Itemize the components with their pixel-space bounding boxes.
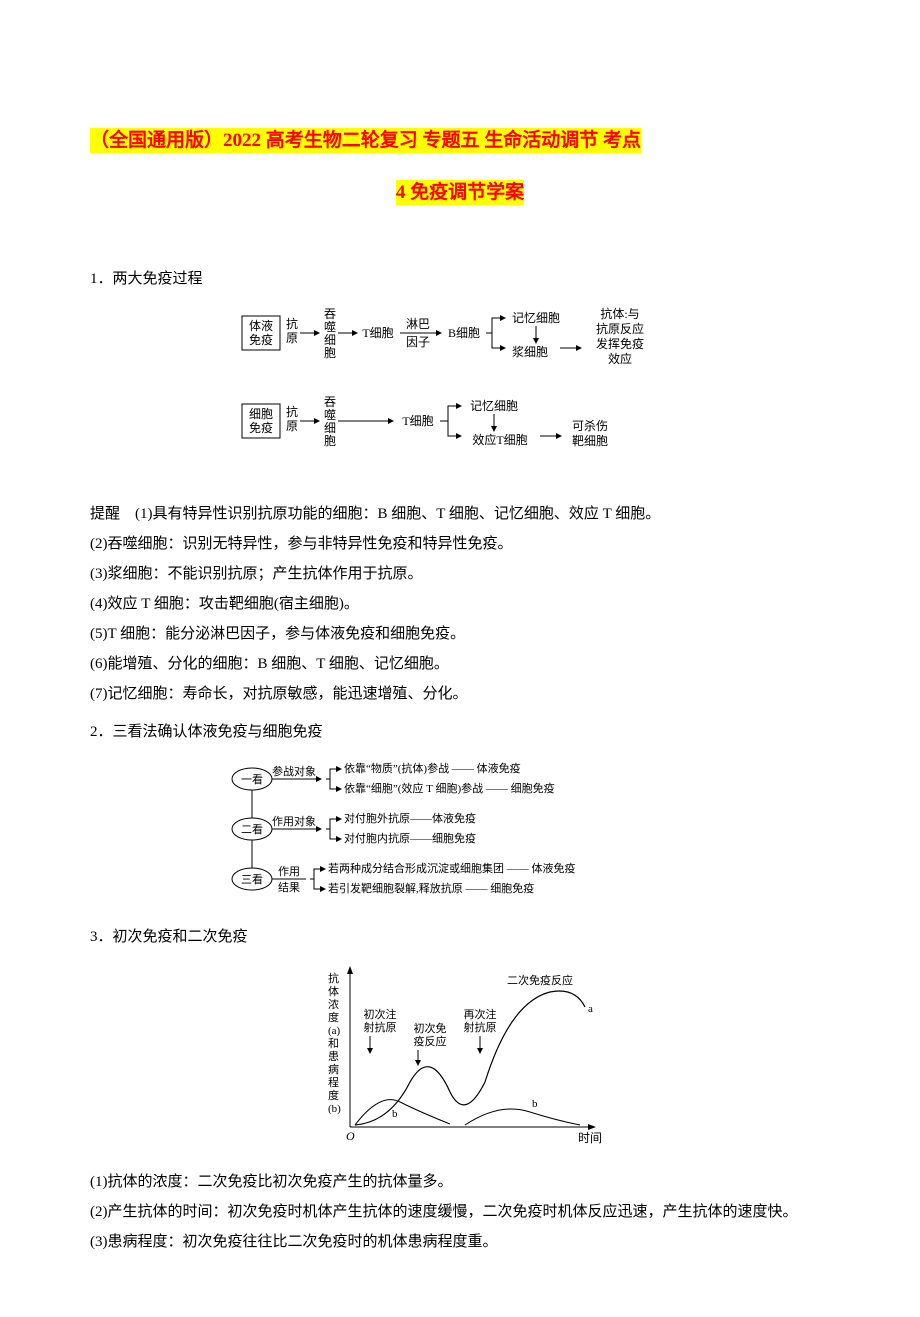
d2-n1b: 原 — [286, 419, 298, 433]
curve-b1: b — [392, 1108, 398, 1120]
d1-n2a: 吞 — [324, 307, 336, 321]
look3b: 若引发靶细胞裂解,释放抗原 —— 细胞免疫 — [328, 881, 534, 895]
d1-r3: 发挥免疫 — [596, 336, 644, 351]
first-resp-a: 初次免 — [414, 1021, 447, 1035]
yl9: 程 — [328, 1076, 339, 1089]
title-line2: 4 免疫调节学案 — [396, 180, 524, 205]
look3-mid-a: 作用 — [278, 865, 300, 878]
d1-n1a: 抗 — [286, 316, 298, 331]
yl11: (b) — [328, 1103, 341, 1115]
page: （全国通用版）2022 高考生物二轮复习 专题五 生命活动调节 考点 4 免疫调… — [0, 0, 920, 1317]
first-inj-a: 初次注 — [364, 1007, 397, 1021]
origin: O — [346, 1129, 355, 1143]
first-inj-b: 射抗原 — [364, 1020, 397, 1034]
look1-mid: 参战对象 — [272, 764, 316, 778]
look2b: 对付胞内抗原——细胞免疫 — [344, 831, 476, 845]
s1-note-1: (2)吞噬细胞：识别无特异性，参与非特异性免疫和特异性免疫。 — [90, 529, 830, 559]
curve-b2: b — [532, 1098, 538, 1110]
look1: 一看 — [241, 772, 263, 786]
s1-note-3: (4)效应 T 细胞：攻击靶细胞(宿主细胞)。 — [90, 589, 830, 619]
yl6: 和 — [328, 1037, 339, 1050]
yl1: 抗 — [328, 971, 339, 985]
section2-heading: 2．三看法确认体液免疫与细胞免疫 — [90, 717, 830, 747]
d1-r2: 抗原反应 — [596, 321, 644, 336]
d1-n4: B细胞 — [448, 326, 480, 340]
s1-note-6: (7)记忆细胞：寿命长，对抗原敏感，能迅速增殖、分化。 — [90, 679, 830, 709]
look1a: 依靠“物质”(抗体)参战 —— 体液免疫 — [344, 761, 521, 775]
look3-mid-b: 结果 — [278, 881, 300, 894]
second-inj-b: 射抗原 — [464, 1020, 497, 1034]
d2-r2: 靶细胞 — [572, 434, 608, 448]
yl2: 体 — [328, 984, 339, 998]
d1-box1b: 免疫 — [249, 332, 273, 347]
d1-frac-t: 淋巴 — [406, 317, 430, 331]
title-block: （全国通用版）2022 高考生物二轮复习 专题五 生命活动调节 考点 4 免疫调… — [90, 120, 830, 214]
d1-r4: 效应 — [608, 351, 632, 366]
d1-n3: T细胞 — [362, 326, 393, 340]
look3a: 若两种成分结合形成沉淀或细胞集团 —— 体液免疫 — [328, 861, 576, 875]
d1-n1b: 原 — [286, 331, 298, 345]
s3-note-1: (2)产生抗体的时间：初次免疫时机体产生抗体的速度缓慢，二次免疫时机体反应迅速，… — [90, 1197, 830, 1227]
look2-mid: 作用对象 — [272, 814, 316, 828]
s1-note-0: 提醒 (1)具有特异性识别抗原功能的细胞：B 细胞、T 细胞、记忆细胞、效应 T… — [90, 499, 830, 529]
immune-process-diagram: 体液 免疫 抗 原 吞 噬 细 胞 T细胞 淋巴 因子 B细胞 记忆细胞 浆细胞 — [90, 304, 830, 489]
d1-r1: 抗体:与 — [600, 306, 639, 321]
yl4: 度 — [328, 1010, 339, 1024]
d2-n3: T细胞 — [402, 414, 433, 428]
xlabel: 时间 — [578, 1131, 602, 1145]
three-look-diagram: 一看 参战对象 依靠“物质”(抗体)参战 —— 体液免疫 依靠“细胞”(效应 T… — [90, 757, 830, 912]
d2-r1: 可杀伤 — [572, 418, 608, 433]
look3: 三看 — [241, 872, 263, 886]
d2-box1b: 免疫 — [249, 420, 273, 435]
d2-n2b: 噬 — [324, 407, 336, 422]
d1-n2d: 胞 — [324, 346, 336, 360]
d2-bb: 效应T细胞 — [472, 432, 527, 447]
curve-a: a — [588, 1003, 593, 1015]
yl8: 病 — [328, 1062, 339, 1076]
immune-curve-chart: O 时间 抗 体 浓 度 (a) 和 患 病 程 度 (b) 初次注 射抗原 初… — [90, 962, 830, 1157]
s1-note-4: (5)T 细胞：能分泌淋巴因子，参与体液免疫和细胞免疫。 — [90, 619, 830, 649]
title-line1: （全国通用版）2022 高考生物二轮复习 专题五 生命活动调节 考点 — [90, 128, 641, 153]
first-resp-b: 疫反应 — [414, 1034, 447, 1048]
d2-bt: 记忆细胞 — [470, 399, 518, 413]
section1-heading: 1．两大免疫过程 — [90, 264, 830, 294]
d1-box1a: 体液 — [249, 318, 273, 333]
d2-box1a: 细胞 — [249, 407, 273, 421]
yl10: 度 — [328, 1088, 339, 1102]
second-resp: 二次免疫反应 — [507, 973, 573, 987]
s1-note-5: (6)能增殖、分化的细胞：B 细胞、T 细胞、记忆细胞。 — [90, 649, 830, 679]
d2-n2d: 胞 — [324, 434, 336, 448]
second-inj-a: 再次注 — [464, 1007, 497, 1021]
s3-note-2: (3)患病程度：初次免疫往往比二次免疫时的机体患病程度重。 — [90, 1227, 830, 1257]
section3-heading: 3．初次免疫和二次免疫 — [90, 922, 830, 952]
d1-n2b: 噬 — [324, 319, 336, 334]
d1-frac-b: 因子 — [406, 335, 430, 349]
look2a: 对付胞外抗原——体液免疫 — [344, 811, 476, 825]
look1b: 依靠“细胞”(效应 T 细胞)参战 —— 细胞免疫 — [344, 781, 555, 795]
d1-bt: 记忆细胞 — [512, 311, 560, 325]
yl5: (a) — [328, 1025, 341, 1037]
d2-n2a: 吞 — [324, 395, 336, 409]
yl3: 浓 — [328, 998, 339, 1011]
d2-n2c: 细 — [324, 421, 336, 435]
yl7: 患 — [328, 1050, 339, 1063]
d1-bb: 浆细胞 — [512, 344, 548, 359]
d1-n2c: 细 — [324, 333, 336, 347]
look2: 二看 — [241, 822, 263, 836]
s3-note-0: (1)抗体的浓度：二次免疫比初次免疫产生的抗体量多。 — [90, 1167, 830, 1197]
s1-note-2: (3)浆细胞：不能识别抗原；产生抗体作用于抗原。 — [90, 559, 830, 589]
d2-n1a: 抗 — [286, 404, 298, 419]
